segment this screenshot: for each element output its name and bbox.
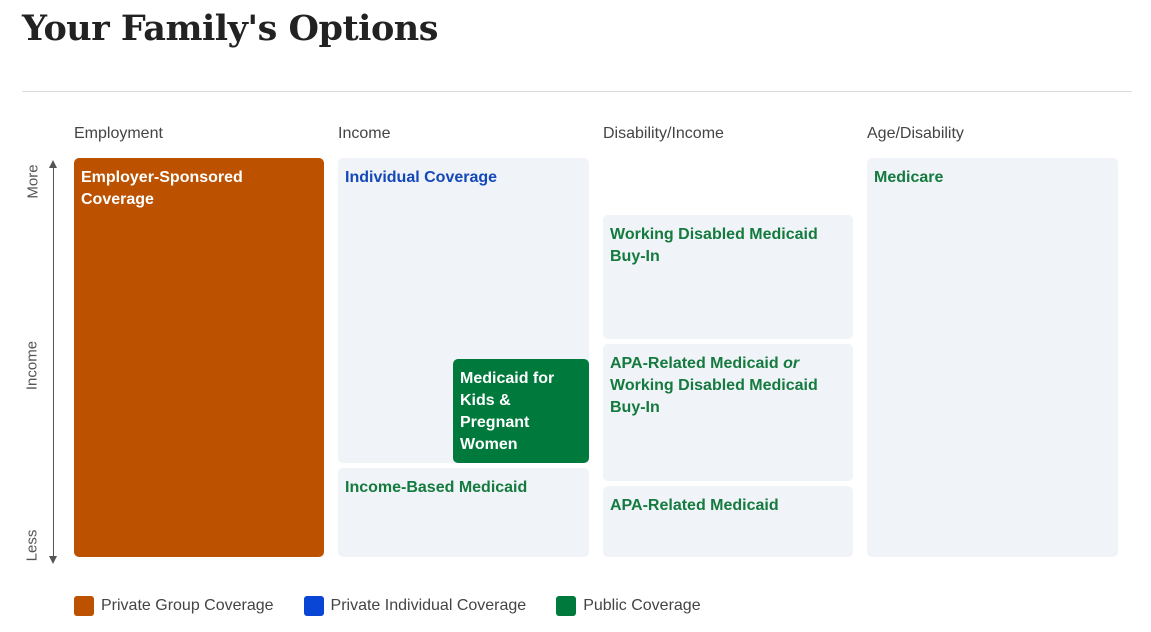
axis-label-less: Less (23, 529, 41, 562)
employer-sponsored-coverage-label: Employer-Sponsored Coverage (81, 169, 243, 208)
arrow-down-icon (49, 556, 57, 564)
income-based-medicaid-label: Income-Based Medicaid (345, 479, 528, 496)
income-based-medicaid-box: Income-Based Medicaid (338, 468, 589, 557)
column-header-income: Income (338, 125, 391, 142)
arrow-up-icon (49, 160, 57, 168)
swatch-private-individual (303, 596, 324, 616)
column-header-disability-income: Disability/Income (603, 125, 724, 142)
or-connector: or (783, 355, 800, 372)
legend-item-private-group: Private Group Coverage (74, 596, 274, 616)
legend-label-private-group: Private Group Coverage (101, 597, 274, 614)
legend-label-private-individual: Private Individual Coverage (330, 597, 527, 614)
working-disabled-medicaid-box: Working Disabled Medicaid Buy-In (603, 215, 853, 339)
legend-label-public: Public Coverage (583, 597, 701, 614)
axis-label-more: More (24, 164, 42, 199)
column-header-employment: Employment (74, 125, 163, 142)
apa-related-medicaid-label: APA-Related Medicaid (610, 355, 779, 372)
swatch-private-group (74, 596, 94, 616)
legend-item-private-individual: Private Individual Coverage (303, 596, 527, 616)
medicaid-kids-pregnant-women-label: Medicaid for Kids & Pregnant Women (460, 370, 555, 453)
swatch-public (556, 596, 577, 616)
title-divider (22, 91, 1132, 92)
page-title: Your Family's Options (22, 8, 438, 49)
legend-item-public: Public Coverage (556, 596, 701, 616)
apa-related-medicaid-label: APA-Related Medicaid (610, 497, 779, 514)
legend: Private Group Coverage Private Individua… (74, 596, 731, 616)
medicare-label: Medicare (874, 169, 944, 186)
medicaid-kids-pregnant-women-box: Medicaid for Kids & Pregnant Women (453, 359, 589, 463)
individual-coverage-label: Individual Coverage (345, 169, 498, 186)
medicare-box: Medicare (867, 158, 1118, 557)
apa-related-medicaid-box: APA-Related Medicaid (603, 486, 853, 557)
employer-sponsored-coverage-box: Employer-Sponsored Coverage (74, 158, 324, 557)
axis-label-income: Income (23, 340, 41, 391)
axis-line (53, 164, 54, 560)
column-header-age-disability: Age/Disability (867, 125, 964, 142)
apa-or-working-disabled-box: APA-Related Medicaid or Working Disabled… (603, 344, 853, 481)
working-disabled-buy-in-label: Working Disabled Medicaid Buy-In (610, 377, 818, 416)
working-disabled-medicaid-label: Working Disabled Medicaid Buy-In (610, 226, 818, 265)
